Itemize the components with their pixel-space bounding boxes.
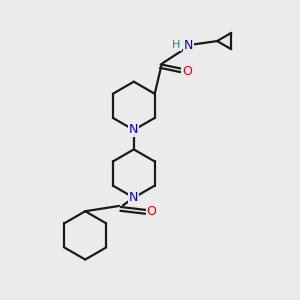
Text: N: N: [184, 39, 193, 52]
Text: O: O: [182, 65, 192, 79]
Text: N: N: [129, 191, 139, 204]
Text: O: O: [146, 205, 156, 218]
Text: N: N: [129, 124, 139, 136]
Text: H: H: [172, 40, 181, 50]
